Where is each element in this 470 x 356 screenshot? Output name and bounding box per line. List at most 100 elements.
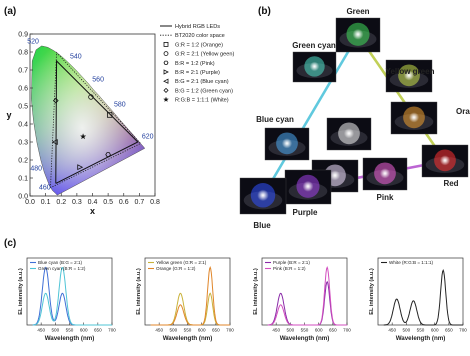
cie-legend: Hybrid RGB LEDs BT2020 color space G:R = 1… — [160, 24, 234, 104]
data-point-square — [106, 112, 113, 118]
led-glow-core — [352, 28, 364, 40]
spectrum-x-tick-label: 500 — [51, 328, 59, 333]
spectrum-x-tick-label: 600 — [80, 328, 88, 333]
spectrum-line — [32, 267, 112, 326]
legend-marker — [163, 96, 169, 103]
spectrum-xlabel: Wavelength (nm) — [280, 335, 330, 342]
color-path — [356, 34, 447, 162]
photo-label: Red — [443, 179, 458, 188]
spectrum-legend-entry: Orange (G:R = 1:2) — [156, 266, 196, 271]
x-tick-label: 0.8 — [150, 199, 160, 206]
y-tick-label: 0.5 — [18, 103, 28, 110]
y-tick-label: 0.6 — [18, 85, 28, 92]
led-glow-core — [302, 180, 314, 192]
y-tick-label: 0.3 — [18, 139, 28, 146]
spectrum-x-tick-label: 600 — [431, 328, 439, 333]
spectrum-xlabel: Wavelength (nm) — [45, 335, 95, 342]
spectrum-x-tick-label: 700 — [459, 328, 467, 333]
spectrum-x-tick-label: 500 — [286, 328, 294, 333]
spectrum-ylabel: EL intensity (a.u.) — [369, 268, 375, 315]
x-tick-label: 0.3 — [72, 199, 82, 206]
spectrum-legend-entry: Yellow green (G:R = 2:1) — [156, 260, 207, 265]
y-tick-label: 0.4 — [18, 121, 28, 128]
x-tick-label: 0.0 — [25, 199, 35, 206]
spectrum-x-tick-label: 500 — [402, 328, 410, 333]
spectrum-line — [383, 269, 463, 326]
wavelength-label: 620 — [142, 134, 154, 141]
spectrum-ylabel: EL intensity (a.u.) — [136, 268, 142, 315]
panel-label-c: (c) — [4, 238, 16, 249]
wavelength-label: 460 — [39, 185, 51, 192]
spectrum-x-tick-label: 550 — [184, 328, 192, 333]
x-tick-label: 0.7 — [135, 199, 145, 206]
legend-entry: G:R = 2:1 (Yellow geen) — [175, 52, 234, 58]
spectrum-x-tick-label: 450 — [388, 328, 396, 333]
y-tick-label: 0.8 — [18, 49, 28, 56]
legend-entry: R:G:B = 1:1:1 (White) — [175, 98, 229, 104]
spectrum-x-tick-label: 650 — [212, 328, 220, 333]
wavelength-label: 540 — [70, 53, 82, 60]
legend-entry: B:R = 2:1 (Purple) — [175, 70, 220, 76]
data-point-tri-left — [51, 139, 58, 145]
data-point-tri-right — [77, 164, 84, 171]
data-point-circle — [88, 94, 94, 100]
x-tick-label: 0.1 — [41, 199, 51, 206]
led-glow-core — [257, 189, 269, 202]
spectrum-ylabel: EL intensity (a.u.) — [18, 268, 24, 315]
panel-label-a: (a) — [4, 6, 16, 17]
legend-marker — [163, 69, 169, 75]
spectrum-legend-entry: Purple (B:R = 2:1) — [273, 260, 310, 265]
photo-label: Pink — [377, 193, 394, 202]
wavelength-label: 520 — [27, 39, 39, 46]
legend-marker — [163, 51, 169, 56]
spectrum-line — [267, 266, 347, 326]
spectra-panels: 450 500 550 600 650 700 Wavelength (nm) EL inte… — [18, 257, 467, 342]
legend-marker — [163, 42, 169, 47]
spectrum-frame — [377, 257, 464, 326]
spectrum-x-tick-label: 550 — [417, 328, 425, 333]
spectrum-x-tick-label: 650 — [94, 328, 102, 333]
legend-entry: B:G = 2:1 (Blue cyan) — [175, 79, 229, 85]
spectrum-frame — [144, 257, 231, 326]
spectrum-line — [150, 266, 230, 326]
photo-label: Blue — [253, 221, 271, 230]
photo-label: Green cyan — [292, 41, 336, 50]
led-glow-core — [403, 70, 415, 81]
wavelength-label: 580 — [114, 101, 126, 108]
spectrum-x-tick-label: 700 — [108, 328, 116, 333]
y-tick-label: 0.0 — [18, 193, 28, 200]
legend-marker — [163, 60, 169, 65]
led-glow-core — [309, 61, 320, 72]
legend-entry: B:G = 1:2 (Green cyan) — [175, 88, 233, 94]
spectrum-legend-entry: Blue cyan (B:G = 2:1) — [38, 260, 83, 265]
wavelength-label: 480 — [30, 166, 42, 173]
legend-marker — [163, 78, 169, 84]
cie-diagram: 0.0 0.1 0.2 0.3 0.4 0.5 0.6 0.7 0.8 0.0 0.1 0.2 0.3 0… — [6, 31, 159, 216]
spectrum-x-tick-label: 450 — [37, 328, 45, 333]
spectrum-xlabel: Wavelength (nm) — [163, 335, 213, 342]
led-glow-core — [408, 112, 420, 123]
spectrum-xlabel: Wavelength (nm) — [396, 335, 446, 342]
x-tick-label: 0.6 — [119, 199, 129, 206]
led-glow-core — [343, 128, 355, 139]
y-tick-label: 0.7 — [18, 67, 28, 74]
spectrum-ylabel: EL intensity (a.u.) — [253, 268, 259, 315]
led-glow-core — [281, 138, 293, 149]
spectrum-x-tick-label: 600 — [198, 328, 206, 333]
wavelength-label: 560 — [92, 77, 104, 84]
spectrum-legend-entry: White (R:G:B = 1:1:1) — [389, 260, 434, 265]
legend-marker — [163, 87, 169, 93]
photo-label: Blue cyan — [256, 115, 294, 124]
x-tick-label: 0.4 — [88, 199, 98, 206]
spectrum-x-tick-label: 650 — [329, 328, 337, 333]
data-point-hexagon — [105, 152, 111, 158]
spectrum-x-tick-label: 550 — [301, 328, 309, 333]
hybrid-rgb-triangle — [55, 59, 139, 184]
led-glow-core — [439, 155, 451, 166]
legend-entry: G:R = 1:2 (Orange) — [175, 42, 223, 48]
photo-label: Green — [346, 7, 369, 16]
x-tick-label: 0.2 — [56, 199, 66, 206]
spectrum-x-tick-label: 700 — [226, 328, 234, 333]
y-tick-label: 0.2 — [18, 157, 28, 164]
